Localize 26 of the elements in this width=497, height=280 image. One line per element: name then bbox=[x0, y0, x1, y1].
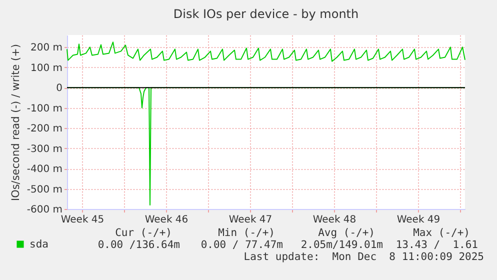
text: 0.00 / 77.47m bbox=[200, 239, 283, 251]
y-tick-label: -400 m bbox=[26, 164, 62, 176]
x-tick-label: Week 48 bbox=[312, 214, 356, 226]
text: Avg (-/+) bbox=[318, 227, 375, 239]
y-tick-label: 0 bbox=[56, 83, 62, 94]
y-tick-label: -200 m bbox=[26, 124, 62, 135]
x-tick-label: Week 45 bbox=[60, 214, 104, 226]
legend-label: sda bbox=[30, 238, 48, 250]
chart-title: Disk IOs per device - by month bbox=[173, 7, 359, 21]
y-tick-label: -300 m bbox=[26, 144, 62, 155]
y-tick-label: -600 m bbox=[26, 204, 62, 216]
text: Last update: Mon Dec 8 11:00:09 2025 bbox=[244, 251, 484, 263]
text: 2.05m/149.01m bbox=[300, 239, 383, 251]
y-tick-label: -500 m bbox=[26, 184, 62, 196]
x-tick-label: Week 47 bbox=[228, 214, 272, 226]
text: 13.43 / 1.61 bbox=[396, 239, 478, 251]
text: Cur (-/+) bbox=[115, 227, 172, 239]
x-tick-label: Week 46 bbox=[144, 214, 188, 226]
text: 0.00 /136.64m bbox=[98, 239, 180, 251]
y-tick-label: 200 m bbox=[30, 42, 62, 54]
y-axis-title: IOs/second read (-) / write (+) bbox=[10, 44, 22, 202]
text: Max (-/+) bbox=[413, 227, 470, 239]
y-tick-label: 100 m bbox=[30, 62, 62, 74]
y-tick-label: -100 m bbox=[26, 103, 62, 114]
x-tick-label: Week 49 bbox=[396, 214, 440, 226]
text: Min (-/+) bbox=[218, 227, 275, 239]
